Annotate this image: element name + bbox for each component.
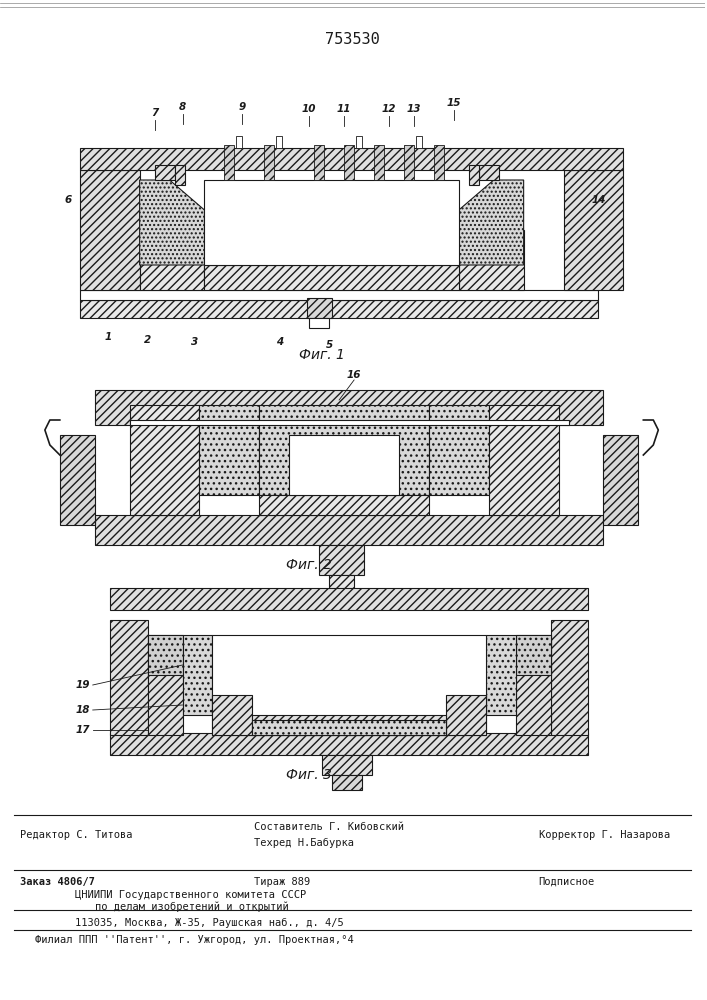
- Bar: [289, 435, 399, 495]
- Bar: [252, 715, 446, 735]
- Bar: [429, 405, 489, 495]
- Bar: [469, 165, 479, 185]
- Text: 113035, Москва, Ж-35, Раушская наб., д. 4/5: 113035, Москва, Ж-35, Раушская наб., д. …: [75, 918, 344, 928]
- Text: Заказ 4806/7: Заказ 4806/7: [20, 877, 95, 887]
- Text: Редактор С. Титова: Редактор С. Титова: [20, 830, 132, 840]
- Text: Фиг. 1: Фиг. 1: [299, 348, 345, 362]
- Bar: [264, 145, 274, 180]
- Bar: [434, 145, 444, 180]
- Bar: [252, 720, 446, 735]
- Bar: [259, 405, 429, 495]
- Text: 753530: 753530: [325, 32, 380, 47]
- Text: Подписное: Подписное: [539, 877, 595, 887]
- Text: 17: 17: [75, 725, 90, 735]
- Bar: [95, 390, 604, 425]
- Bar: [148, 635, 182, 675]
- Text: Техред Н.Бабурка: Техред Н.Бабурка: [255, 838, 354, 848]
- Bar: [204, 180, 459, 265]
- Bar: [404, 145, 414, 180]
- Bar: [344, 145, 354, 180]
- Text: Корректор Г. Назарова: Корректор Г. Назарова: [539, 830, 670, 840]
- Bar: [489, 405, 559, 515]
- Text: 12: 12: [382, 104, 396, 114]
- Text: 13: 13: [407, 104, 421, 114]
- Bar: [332, 775, 362, 790]
- Bar: [155, 165, 175, 180]
- Bar: [515, 635, 551, 735]
- Text: Фиг. 3: Фиг. 3: [286, 768, 332, 782]
- Text: Составитель Г. Кибовский: Составитель Г. Кибовский: [255, 822, 404, 832]
- Text: 2: 2: [144, 335, 151, 345]
- Bar: [110, 588, 588, 610]
- Bar: [204, 265, 459, 290]
- Bar: [486, 635, 515, 715]
- Bar: [182, 635, 212, 715]
- Bar: [515, 635, 551, 675]
- Text: 10: 10: [302, 104, 317, 114]
- Text: 6: 6: [64, 195, 71, 205]
- Text: ЦНИИПИ Государственного комитета СССР: ЦНИИПИ Государственного комитета СССР: [75, 890, 306, 900]
- Bar: [309, 318, 329, 328]
- Bar: [276, 136, 282, 148]
- Bar: [80, 148, 624, 170]
- Text: 5: 5: [325, 340, 333, 350]
- Polygon shape: [140, 180, 204, 265]
- Bar: [110, 733, 588, 755]
- Text: 9: 9: [239, 102, 246, 112]
- Bar: [322, 755, 372, 775]
- Bar: [459, 230, 524, 290]
- Bar: [129, 405, 199, 515]
- Text: Фиг. 2: Фиг. 2: [286, 558, 332, 572]
- Bar: [60, 435, 95, 525]
- Bar: [356, 136, 362, 148]
- Text: 18: 18: [75, 705, 90, 715]
- Bar: [95, 515, 604, 545]
- Text: по делам изобретений и открытий: по делам изобретений и открытий: [95, 902, 288, 912]
- Bar: [110, 620, 148, 735]
- Bar: [374, 145, 384, 180]
- Bar: [212, 635, 486, 735]
- Bar: [175, 165, 185, 185]
- Bar: [314, 145, 325, 180]
- Text: Тираж 889: Тираж 889: [255, 877, 310, 887]
- Bar: [236, 136, 243, 148]
- Bar: [129, 420, 568, 425]
- Bar: [259, 495, 429, 515]
- Text: 16: 16: [347, 370, 361, 380]
- Text: 14: 14: [591, 195, 606, 205]
- Bar: [80, 300, 598, 318]
- Text: 8: 8: [179, 102, 186, 112]
- Bar: [80, 170, 140, 290]
- Text: 7: 7: [151, 108, 158, 118]
- Text: Филиал ППП ''Патент'', г. Ужгород, ул. Проектная,°4: Филиал ППП ''Патент'', г. Ужгород, ул. П…: [35, 935, 354, 945]
- Bar: [551, 620, 588, 735]
- Bar: [212, 695, 252, 735]
- Text: 4: 4: [276, 337, 283, 347]
- Bar: [308, 298, 332, 318]
- Bar: [604, 435, 638, 525]
- Bar: [199, 405, 259, 495]
- Bar: [319, 545, 364, 575]
- Bar: [329, 575, 354, 595]
- Bar: [224, 145, 235, 180]
- Bar: [148, 635, 182, 735]
- Bar: [563, 170, 624, 290]
- Text: 19: 19: [75, 680, 90, 690]
- Bar: [80, 290, 598, 300]
- Text: 3: 3: [191, 337, 198, 347]
- Bar: [446, 695, 486, 735]
- Polygon shape: [459, 180, 524, 265]
- Text: 15: 15: [447, 98, 461, 108]
- Bar: [140, 230, 204, 290]
- Bar: [416, 136, 422, 148]
- Text: 11: 11: [337, 104, 351, 114]
- Bar: [479, 165, 498, 180]
- Text: 1: 1: [104, 332, 111, 342]
